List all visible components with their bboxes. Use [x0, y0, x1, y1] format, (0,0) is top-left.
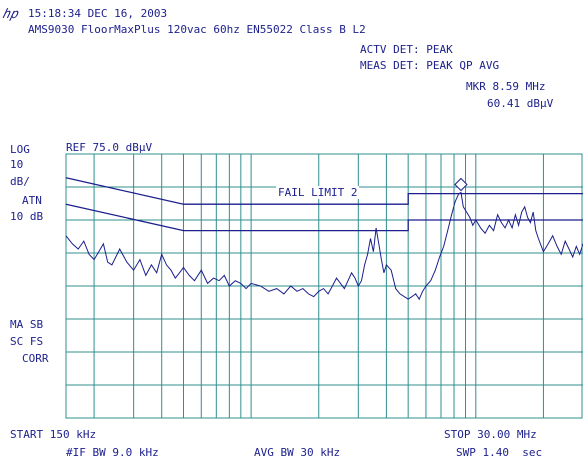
attenuation-label: ATN — [22, 194, 42, 207]
if-bandwidth: #IF BW 9.0 kHz — [66, 446, 159, 459]
measurement-detector: MEAS DET: PEAK QP AVG — [360, 59, 500, 72]
sc-fs-label: SC FS — [10, 335, 44, 348]
scale-value: 10 — [10, 158, 24, 171]
active-detector: ACTV DET: PEAK — [360, 43, 453, 56]
scale-mode: LOG — [10, 143, 30, 156]
limit-line — [65, 177, 583, 205]
correction-label: CORR — [22, 352, 49, 365]
marker-frequency: MKR 8.59 MHz — [466, 80, 546, 93]
ma-sb-label: MA SB — [10, 318, 44, 331]
fail-limit-annotation: FAIL LIMIT 2 — [276, 186, 360, 199]
stop-frequency: STOP 30.00 MHz — [444, 428, 537, 441]
marker-diamond-icon — [454, 177, 468, 192]
average-bandwidth: AVG BW 30 kHz — [254, 446, 341, 459]
marker-diamond — [454, 177, 468, 192]
reference-level: REF 75.0 dBμV — [66, 141, 153, 154]
limit-line — [65, 203, 583, 232]
start-frequency: START 150 kHz — [10, 428, 97, 441]
trace-line — [65, 191, 583, 301]
limit-lines — [65, 177, 583, 232]
attenuation-value: 10 dB — [10, 210, 44, 223]
sweep-time: SWP 1.40 sec — [456, 446, 543, 459]
timestamp: 15:18:34 DEC 16, 2003 — [28, 7, 168, 20]
scale-unit: dB/ — [10, 175, 30, 188]
spectrum-trace — [65, 191, 583, 301]
marker-level: 60.41 dBμV — [487, 97, 554, 110]
measurement-description: AMS9030 FloorMaxPlus 120vac 60hz EN55022… — [28, 23, 366, 36]
